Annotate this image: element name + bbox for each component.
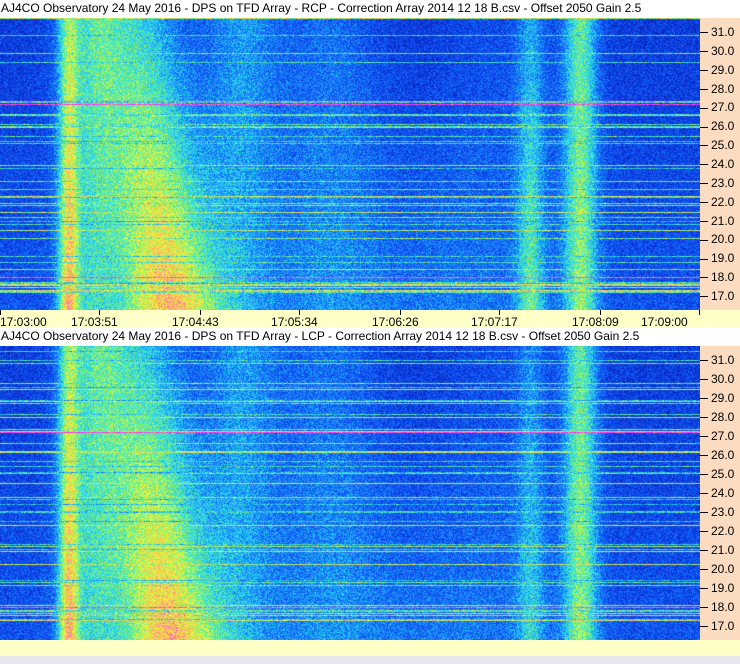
panel-title-lcp: AJ4CO Observatory 24 May 2016 - DPS on T…	[0, 328, 740, 346]
freq-tick: 22.0	[700, 524, 734, 538]
freq-tick: 28.0	[700, 410, 734, 424]
time-axis: 17:03:00 17:03:51 17:04:43 17:05:34 17:06:26…	[0, 310, 740, 329]
freq-tick: 20.0	[700, 232, 734, 246]
bottom-strip	[0, 640, 740, 656]
freq-tick: 25.0	[700, 138, 734, 152]
time-tick: 17:05:34	[271, 310, 318, 329]
freq-tick: 27.0	[700, 100, 734, 114]
freq-tick: 21.0	[700, 214, 734, 228]
freq-tick: 23.0	[700, 176, 734, 190]
freq-tick: 17.0	[700, 289, 734, 303]
time-tick: 17:03:00	[0, 310, 47, 329]
freq-tick: 17.0	[700, 619, 734, 633]
freq-tick: 18.0	[700, 270, 734, 284]
freq-tick: 29.0	[700, 63, 734, 77]
freq-tick: 19.0	[700, 581, 734, 595]
time-tick: 17:07:17	[471, 310, 518, 329]
freq-tick: 31.0	[700, 353, 734, 367]
panel-title-rcp: AJ4CO Observatory 24 May 2016 - DPS on T…	[0, 0, 740, 18]
freq-tick: 30.0	[700, 44, 734, 58]
freq-tick: 20.0	[700, 562, 734, 576]
spectrogram-lcp[interactable]	[0, 346, 700, 640]
freq-tick: 19.0	[700, 251, 734, 265]
freq-tick: 21.0	[700, 543, 734, 557]
freq-tick: 31.0	[700, 25, 734, 39]
freq-tick: 18.0	[700, 600, 734, 614]
freq-tick: 25.0	[700, 467, 734, 481]
time-tick: 17:08:09	[572, 310, 619, 329]
freq-tick: 27.0	[700, 429, 734, 443]
spectrogram-rcp[interactable]	[0, 18, 700, 310]
freq-tick: 24.0	[700, 157, 734, 171]
freq-tick: 26.0	[700, 448, 734, 462]
freq-tick: 28.0	[700, 82, 734, 96]
freq-tick: 30.0	[700, 372, 734, 386]
freq-tick: 22.0	[700, 195, 734, 209]
frequency-axis-lcp: 31.0 30.0 29.0 28.0 27.0 26.0 25.0 24.0 23.0 22.0…	[700, 346, 740, 640]
freq-tick: 24.0	[700, 486, 734, 500]
freq-tick: 23.0	[700, 505, 734, 519]
time-tick: 17:03:51	[71, 310, 118, 329]
time-tick: 17:04:43	[172, 310, 219, 329]
freq-tick: 26.0	[700, 119, 734, 133]
frequency-axis-rcp: 31.0 30.0 29.0 28.0 27.0 26.0 25.0 24.0 23.0 22.0…	[700, 18, 740, 310]
freq-tick: 29.0	[700, 391, 734, 405]
time-tick: 17:06:26	[372, 310, 419, 329]
time-tick: 17:09:00	[641, 310, 700, 329]
